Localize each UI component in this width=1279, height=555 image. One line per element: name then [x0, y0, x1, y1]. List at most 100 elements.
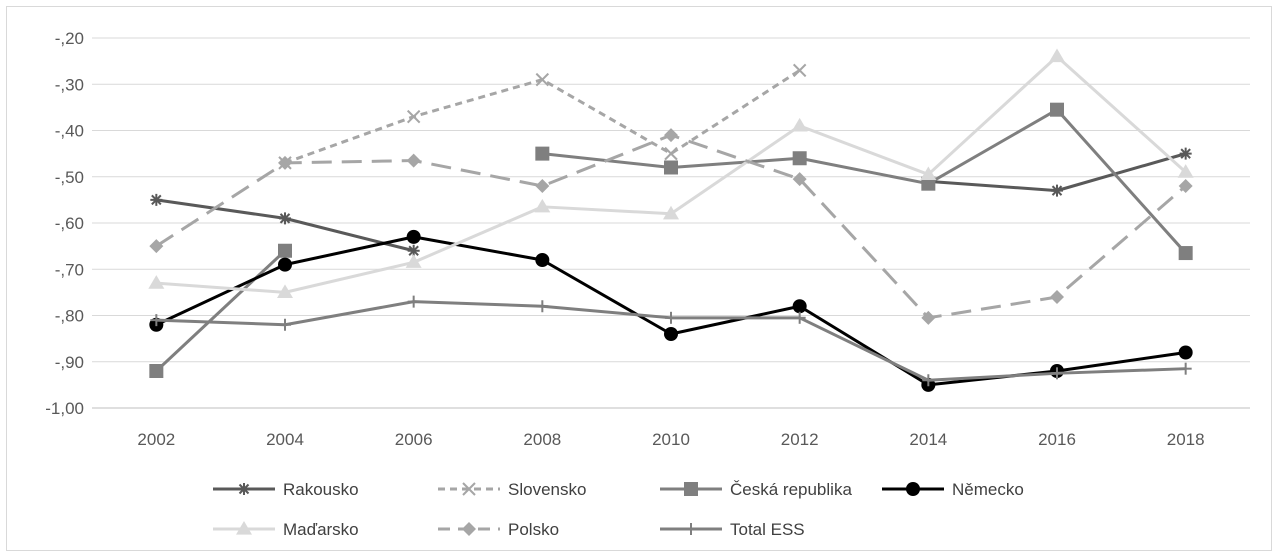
- data-point-nemecko: [406, 229, 421, 244]
- gridlines: [92, 37, 1250, 409]
- data-point-rakousko: [150, 193, 163, 206]
- x-tick-label: 2002: [137, 430, 175, 449]
- data-point-madarsko: [1177, 164, 1194, 178]
- legend-marker-rakousko: [238, 483, 250, 495]
- legend-label: Polsko: [508, 520, 559, 539]
- series-ceska-republika: [149, 102, 1193, 378]
- x-axis-ticks: 2002 2004 2006 2008 2010 2012 2014 2016 2018: [137, 430, 1204, 449]
- data-point-ceska-republika: [1178, 246, 1193, 261]
- data-point-ceska-republika: [921, 176, 936, 191]
- data-point-polsko: [149, 239, 164, 254]
- data-point-total-ess: [279, 318, 291, 331]
- series-line-ceska-republika: [542, 108, 1187, 255]
- legend-label: Maďarsko: [283, 520, 359, 539]
- legend-marker-nemecko: [906, 482, 920, 496]
- data-point-madarsko: [405, 254, 422, 268]
- data-point-total-ess: [1179, 362, 1192, 375]
- x-tick-label: 2008: [523, 430, 561, 449]
- data-point-ceska-republika: [1050, 102, 1064, 117]
- data-point-rakousko: [1051, 184, 1063, 197]
- data-point-madarsko: [920, 166, 937, 181]
- data-point-total-ess: [793, 311, 806, 324]
- y-axis-ticks: -,20 -,30 -,40 -,50 -,60 -,70 -,80 -,90 -1,00: [45, 29, 84, 418]
- legend-label: Německo: [952, 480, 1024, 499]
- x-tick-label: 2010: [652, 430, 690, 449]
- data-point-madarsko: [663, 205, 679, 220]
- data-point-total-ess: [536, 300, 549, 313]
- legend-item-rakousko: Rakousko: [213, 480, 359, 499]
- data-point-slovensko: [406, 109, 421, 124]
- data-point-polsko: [921, 310, 936, 325]
- data-point-ceska-republika: [149, 364, 164, 378]
- legend-marker-ceska-republika: [684, 482, 698, 496]
- y-tick-label: -,80: [55, 307, 84, 326]
- data-point-nemecko: [535, 253, 550, 267]
- data-point-total-ess: [407, 295, 420, 308]
- y-tick-label: -,90: [55, 353, 84, 372]
- data-point-polsko: [278, 155, 292, 170]
- x-tick-label: 2018: [1167, 430, 1205, 449]
- data-point-slovensko: [792, 63, 807, 78]
- data-point-ceska-republika: [792, 151, 807, 166]
- data-point-total-ess: [150, 314, 163, 327]
- y-tick-label: -,70: [55, 260, 84, 279]
- legend-label: Total ESS: [730, 520, 805, 539]
- legend-marker-madarsko: [236, 521, 252, 535]
- legend: Rakousko Slovensko Česká republika Německo M…: [213, 480, 1024, 539]
- data-point-ceska-republika: [535, 146, 550, 161]
- series-line-nemecko: [155, 235, 1186, 387]
- data-point-madarsko: [277, 284, 293, 298]
- legend-item-total-ess: Total ESS: [660, 520, 805, 539]
- legend-label: Slovensko: [508, 480, 586, 499]
- x-tick-label: 2004: [266, 430, 304, 449]
- x-tick-label: 2016: [1038, 430, 1076, 449]
- chart-frame: [6, 6, 1272, 551]
- legend-marker-total-ess: [685, 523, 697, 535]
- y-tick-label: -,60: [55, 214, 84, 233]
- data-point-nemecko: [278, 257, 292, 272]
- y-tick-label: -,40: [55, 122, 84, 141]
- legend-label: Česká republika: [730, 480, 852, 499]
- legend-item-ceska-republika: Česká republika: [660, 480, 852, 499]
- series-total-ess: [150, 295, 1192, 387]
- data-point-total-ess: [1051, 367, 1063, 380]
- series-line-ceska-republika: [155, 249, 287, 373]
- data-point-total-ess: [922, 374, 935, 387]
- data-point-rakousko: [407, 244, 420, 257]
- series-line-rakousko: [156, 198, 415, 253]
- data-point-nemecko: [664, 327, 678, 341]
- y-tick-label: -,20: [55, 29, 84, 48]
- data-point-slovensko: [535, 72, 550, 87]
- legend-marker-polsko: [462, 522, 476, 536]
- data-point-rakousko: [279, 212, 291, 225]
- data-point-total-ess: [665, 311, 677, 324]
- data-point-polsko: [1050, 290, 1064, 304]
- x-tick-label: 2014: [909, 430, 947, 449]
- series-lines: [148, 48, 1194, 392]
- y-tick-label: -,50: [55, 168, 84, 187]
- legend-item-madarsko: Maďarsko: [213, 520, 359, 539]
- data-point-rakousko: [1179, 147, 1192, 160]
- series-slovensko: [278, 63, 807, 170]
- data-point-polsko: [792, 172, 807, 187]
- x-tick-label: 2012: [781, 430, 819, 449]
- data-point-madarsko: [534, 198, 551, 213]
- legend-label: Rakousko: [283, 480, 359, 499]
- data-point-nemecko: [1178, 345, 1193, 360]
- x-tick-label: 2006: [395, 430, 433, 449]
- data-point-polsko: [664, 128, 678, 143]
- data-point-ceska-republika: [278, 243, 292, 258]
- series-nemecko: [149, 229, 1193, 392]
- data-point-ceska-republika: [664, 160, 678, 175]
- legend-item-nemecko: Německo: [882, 480, 1024, 499]
- series-polsko: [149, 128, 1193, 325]
- data-point-madarsko: [1049, 48, 1065, 63]
- legend-item-polsko: Polsko: [438, 520, 559, 539]
- data-point-polsko: [406, 153, 421, 168]
- data-point-nemecko: [792, 299, 807, 314]
- data-point-polsko: [535, 179, 550, 193]
- data-point-madarsko: [791, 117, 808, 132]
- data-point-slovensko: [664, 146, 678, 161]
- y-tick-label: -,30: [55, 75, 84, 94]
